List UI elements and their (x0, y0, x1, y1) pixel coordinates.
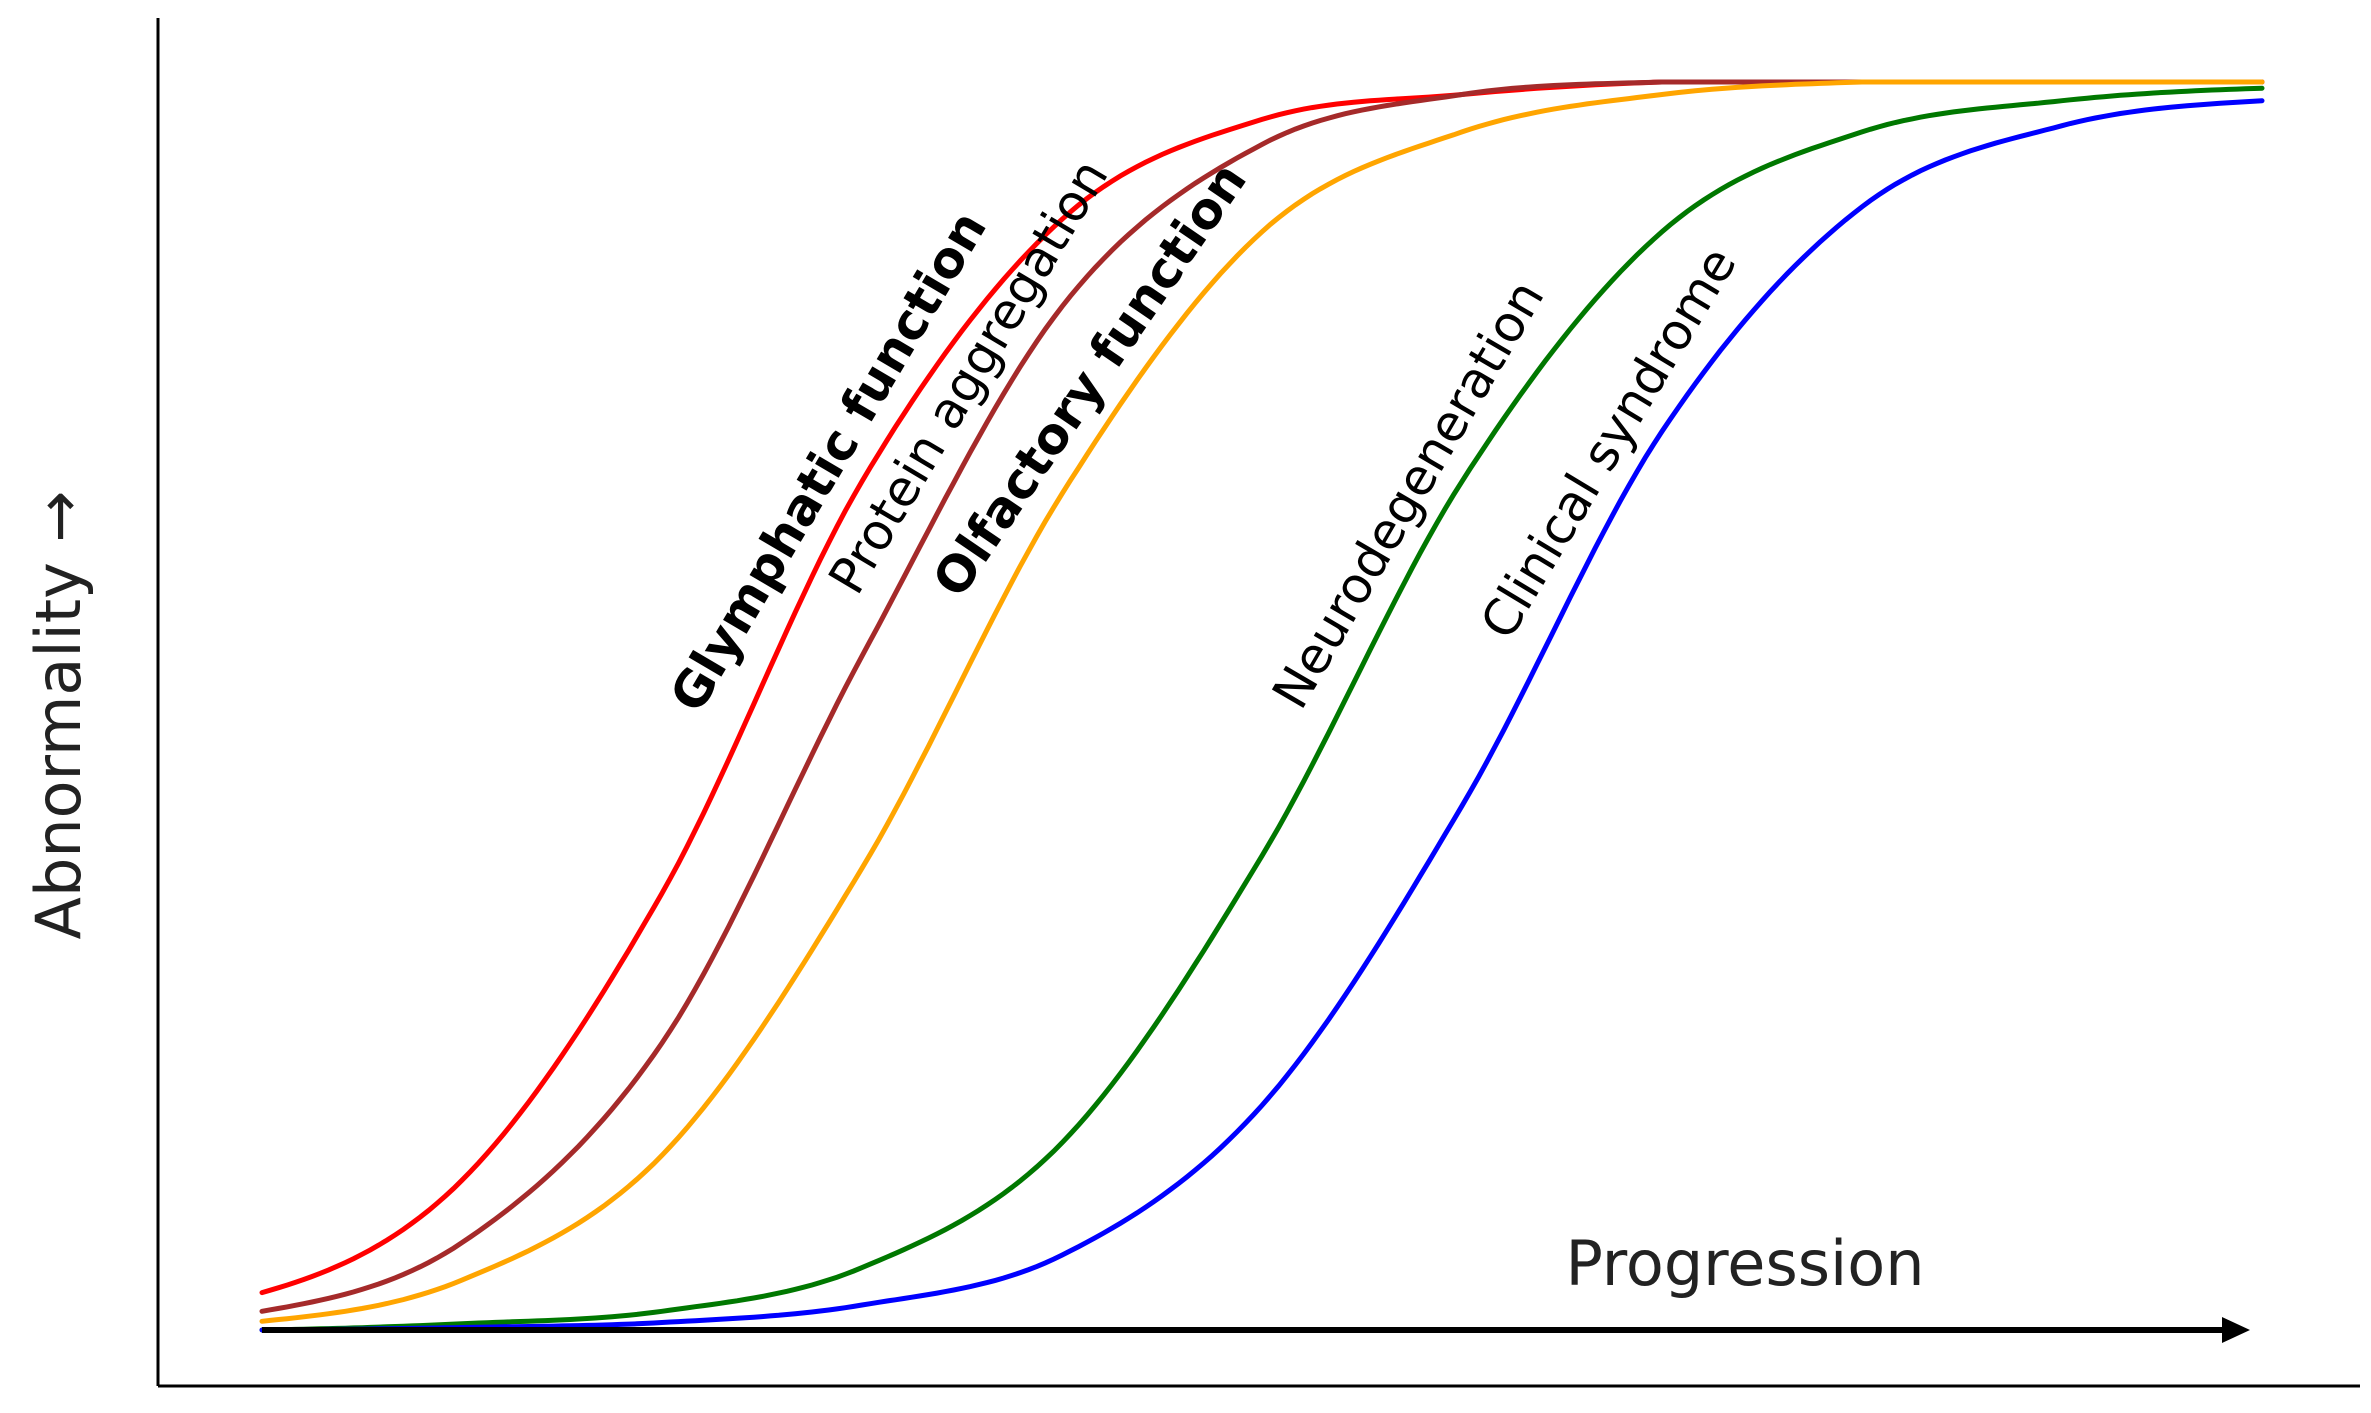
curve-protein-aggregation (259, 79, 2265, 1314)
progression-arrow-head (2222, 1317, 2250, 1343)
curve-olfactory-function (259, 79, 2265, 1324)
curve-clinical-syndrome (259, 98, 2265, 1333)
curve-neurodegeneration (259, 85, 2265, 1333)
label-neurodegeneration: Neurodegeneration (1261, 271, 1555, 718)
x-axis-label: Progression (1565, 1227, 1924, 1300)
curves-group (259, 79, 2265, 1333)
y-axis-label: Abnormality → (22, 491, 95, 940)
